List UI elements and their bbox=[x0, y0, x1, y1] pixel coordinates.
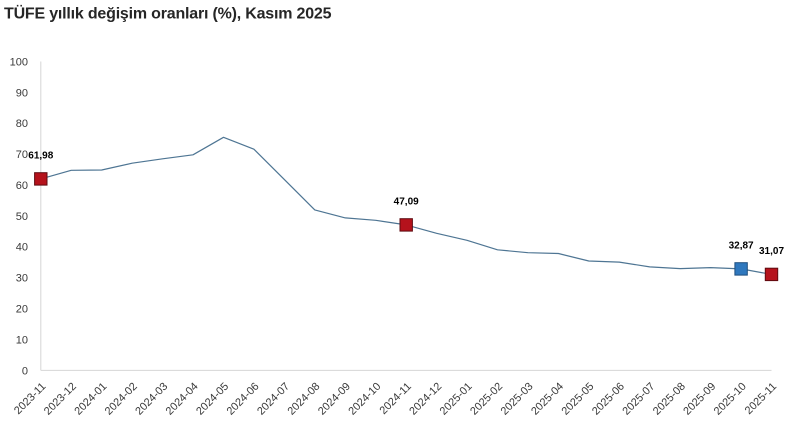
svg-text:31,07: 31,07 bbox=[759, 246, 784, 257]
svg-text:0: 0 bbox=[22, 365, 28, 377]
svg-text:90: 90 bbox=[16, 87, 28, 99]
svg-text:TÜFE yıllık değişim oranları (: TÜFE yıllık değişim oranları (%), Kasım … bbox=[4, 3, 332, 22]
svg-text:32,87: 32,87 bbox=[729, 240, 754, 251]
svg-text:100: 100 bbox=[10, 56, 28, 68]
svg-text:47,09: 47,09 bbox=[394, 196, 419, 207]
svg-text:70: 70 bbox=[16, 149, 28, 161]
svg-text:61,98: 61,98 bbox=[28, 150, 53, 161]
svg-text:50: 50 bbox=[16, 211, 28, 223]
svg-text:20: 20 bbox=[16, 304, 28, 316]
svg-text:10: 10 bbox=[16, 334, 28, 346]
svg-text:60: 60 bbox=[16, 180, 28, 192]
svg-text:30: 30 bbox=[16, 273, 28, 285]
svg-text:40: 40 bbox=[16, 242, 28, 254]
svg-text:80: 80 bbox=[16, 118, 28, 130]
